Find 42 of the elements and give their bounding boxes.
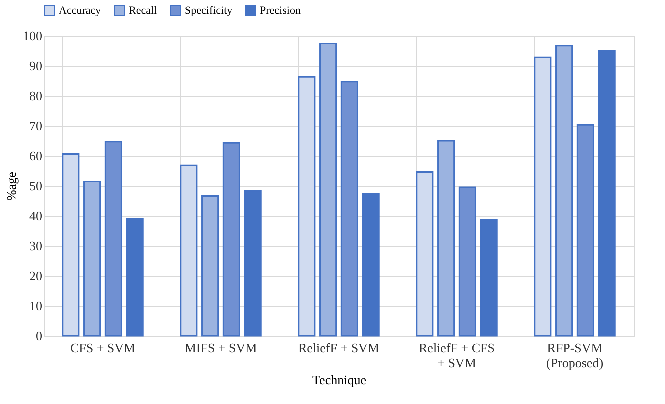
bar: [598, 50, 616, 337]
bar: [576, 124, 594, 337]
y-axis-title: %age: [4, 172, 19, 201]
y-tick-label: 20: [30, 268, 42, 284]
x-tick-label: ReliefF + CFS + SVM: [419, 340, 495, 370]
y-tick-label: 80: [30, 88, 42, 104]
y-tick-label: 90: [30, 58, 42, 74]
bar: [320, 43, 338, 337]
y-tick-label: 40: [30, 208, 42, 224]
legend-label: Specificity: [185, 4, 234, 17]
bar: [84, 181, 102, 337]
x-tick-label: ReliefF + SVM: [298, 340, 380, 356]
y-tick-label: 50: [30, 178, 42, 194]
bar: [556, 45, 574, 337]
y-tick-label: 70: [30, 118, 42, 134]
bar: [180, 164, 198, 337]
x-axis-title: Technique: [312, 372, 367, 388]
bar: [104, 141, 122, 337]
bar: [534, 56, 552, 337]
bar: [416, 171, 434, 337]
y-tick-label: 30: [30, 238, 42, 254]
bar: [222, 142, 240, 337]
bar: [298, 76, 316, 337]
bar: [438, 140, 456, 337]
bar: [340, 81, 358, 337]
x-tick-label: CFS + SVM: [70, 340, 136, 356]
x-tick-label: RFP-SVM (Proposed): [546, 340, 604, 370]
bar: [62, 153, 80, 337]
y-tick-label: 10: [30, 298, 42, 314]
y-tick-label: 100: [23, 28, 42, 44]
legend-label: Precision: [260, 4, 302, 17]
x-tick-label: MIFS + SVM: [184, 340, 258, 356]
legend-label: Recall: [129, 4, 158, 17]
y-tick-label: 0: [36, 328, 42, 344]
bar: [126, 218, 144, 337]
bar: [202, 195, 220, 337]
bar: [362, 193, 380, 337]
legend-label: Accuracy: [59, 4, 102, 17]
bar: [480, 219, 498, 337]
bar: [458, 186, 476, 337]
bar: [244, 190, 262, 337]
y-tick-label: 60: [30, 148, 42, 164]
